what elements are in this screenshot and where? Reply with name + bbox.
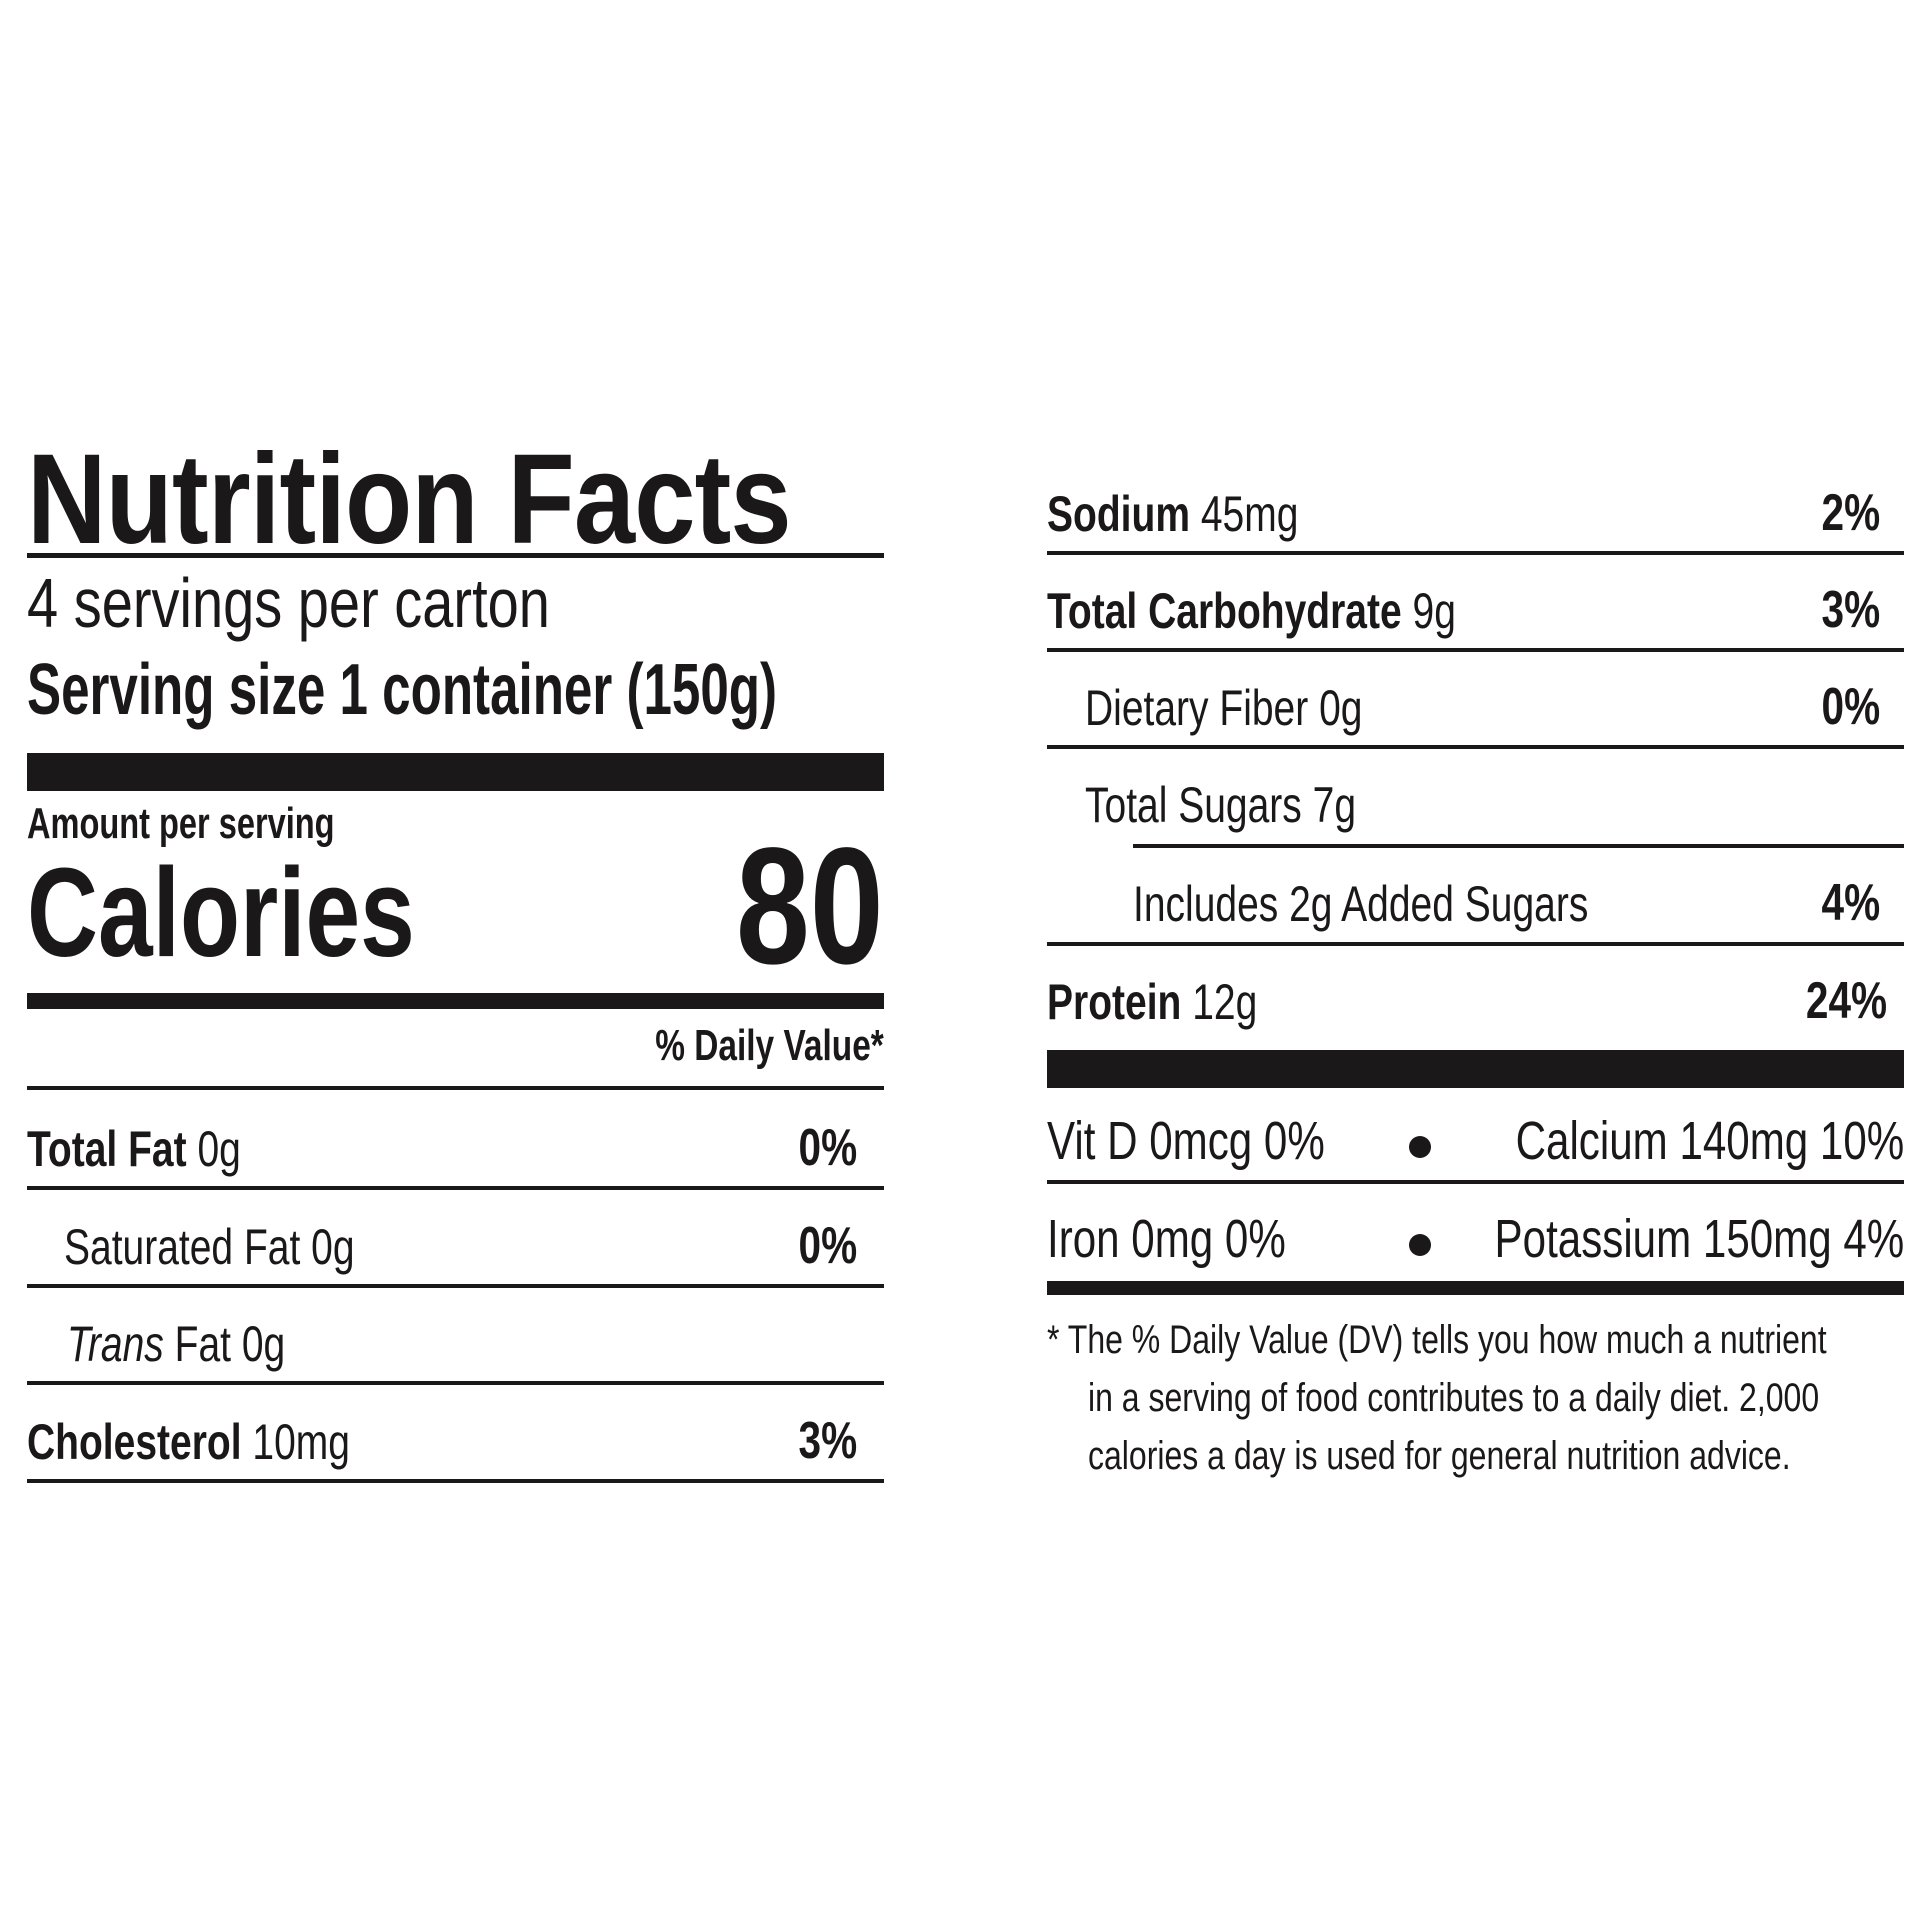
nutrient-name: Saturated Fat bbox=[64, 1219, 301, 1275]
divider bbox=[1047, 942, 1904, 946]
bullet-icon bbox=[1409, 1234, 1431, 1256]
nutrient-name: Total Carbohydrate bbox=[1047, 583, 1402, 639]
nutrient-daily-value: 4% bbox=[1821, 874, 1880, 932]
divider bbox=[27, 553, 884, 558]
nutrient-daily-value: 3% bbox=[798, 1412, 857, 1470]
calories-value: 80 bbox=[736, 814, 884, 999]
calories-value-wrap: 80 bbox=[699, 824, 884, 990]
nutrient-row-protein: Protein 12g 24% bbox=[1047, 943, 1887, 1041]
vitamin-row: Vit D 0mcg 0% Calcium 140mg 10% bbox=[1047, 1110, 1904, 1176]
nutrient-name: Fat bbox=[174, 1316, 232, 1372]
nutrient-name: Cholesterol bbox=[27, 1414, 242, 1470]
nutrient-row-total-carbohydrate: Total Carbohydrate 9g 3% bbox=[1047, 552, 1880, 650]
nutrient-amount: 45mg bbox=[1200, 486, 1299, 542]
nutrient-amount: 12g bbox=[1192, 974, 1258, 1030]
nutrient-row-total-sugars: Total Sugars 7g bbox=[1047, 746, 1880, 844]
nutrient-name: Sodium bbox=[1047, 486, 1190, 542]
medium-divider bbox=[27, 993, 884, 1009]
iron: Iron 0mg 0% bbox=[1047, 1209, 1286, 1269]
nutrient-daily-value: 0% bbox=[798, 1119, 857, 1177]
nutrient-amount: 7g bbox=[1312, 777, 1357, 833]
label-title-wrap: Nutrition Facts bbox=[27, 436, 907, 564]
nutrient-daily-value: 3% bbox=[1821, 581, 1880, 639]
nutrient-row-cholesterol: Cholesterol 10mg 3% bbox=[27, 1383, 857, 1481]
nutrient-name-italic: Trans bbox=[67, 1316, 164, 1372]
vitamin-row: Iron 0mg 0% Potassium 150mg 4% bbox=[1047, 1208, 1904, 1274]
nutrient-amount: 9g bbox=[1412, 583, 1456, 639]
daily-value-header-wrap: % Daily Value* bbox=[583, 1024, 884, 1068]
label-title: Nutrition Facts bbox=[27, 428, 792, 571]
nutrient-daily-value: 2% bbox=[1821, 484, 1880, 542]
nutrient-row-added-sugars: Includes 2g Added Sugars 4% bbox=[1047, 845, 1880, 943]
nutrient-label: Saturated Fat 0g bbox=[64, 1222, 355, 1272]
nutrient-daily-value: 0% bbox=[1821, 678, 1880, 736]
nutrient-name: Includes 2g Added Sugars bbox=[1133, 876, 1589, 932]
servings-per-container: 4 servings per carton bbox=[27, 564, 550, 642]
nutrient-name: Total Sugars bbox=[1085, 777, 1302, 833]
amount-per-serving-wrap: Amount per serving bbox=[27, 802, 443, 846]
nutrient-daily-value: 24% bbox=[1805, 972, 1887, 1030]
nutrient-row-dietary-fiber: Dietary Fiber 0g 0% bbox=[1047, 649, 1880, 747]
thick-divider bbox=[27, 753, 884, 791]
nutrient-amount: 10mg bbox=[252, 1414, 350, 1470]
nutrient-row-trans-fat: Trans Fat 0g bbox=[27, 1285, 857, 1383]
nutrient-amount: 0g bbox=[311, 1219, 355, 1275]
nutrient-label: Trans Fat 0g bbox=[67, 1319, 285, 1369]
amount-per-serving: Amount per serving bbox=[27, 799, 335, 848]
nutrient-daily-value: 0% bbox=[798, 1217, 857, 1275]
nutrient-name: Protein bbox=[1047, 974, 1182, 1030]
nutrient-amount: 0g bbox=[1319, 680, 1363, 736]
nutrient-row-total-fat: Total Fat 0g 0% bbox=[27, 1090, 857, 1188]
footnote-line-1: * The % Daily Value (DV) tells you how m… bbox=[1047, 1318, 1827, 1362]
nutrient-label: Cholesterol 10mg bbox=[27, 1417, 350, 1467]
divider bbox=[27, 1186, 884, 1190]
potassium: Potassium 150mg 4% bbox=[1494, 1209, 1904, 1269]
footnote-line-2: in a serving of food contributes to a da… bbox=[1088, 1376, 1820, 1420]
nutrient-name: Total Fat bbox=[27, 1121, 187, 1177]
divider bbox=[1047, 1180, 1904, 1184]
nutrient-label: Protein 12g bbox=[1047, 977, 1257, 1027]
divider bbox=[1047, 551, 1904, 555]
divider bbox=[1047, 648, 1904, 652]
calcium: Calcium 140mg 10% bbox=[1515, 1111, 1904, 1171]
vitamin-d: Vit D 0mcg 0% bbox=[1047, 1111, 1325, 1171]
servings-per-container-wrap: 4 servings per carton bbox=[27, 568, 681, 638]
nutrient-row-sodium: Sodium 45mg 2% bbox=[1047, 455, 1880, 553]
medium-divider bbox=[1047, 1281, 1904, 1295]
nutrient-label: Total Fat 0g bbox=[27, 1124, 241, 1174]
bullet-icon bbox=[1409, 1136, 1431, 1158]
indented-divider bbox=[1133, 844, 1904, 848]
nutrient-amount: 0g bbox=[197, 1121, 241, 1177]
serving-size: Serving size 1 container (150g) bbox=[27, 650, 778, 730]
daily-value-header: % Daily Value* bbox=[655, 1021, 884, 1070]
calories-label: Calories bbox=[27, 842, 415, 983]
nutrient-label: Total Sugars 7g bbox=[1085, 780, 1356, 830]
thick-divider bbox=[1047, 1050, 1904, 1088]
nutrient-label: Sodium 45mg bbox=[1047, 489, 1298, 539]
divider bbox=[27, 1381, 884, 1385]
serving-size-wrap: Serving size 1 container (150g) bbox=[27, 654, 1083, 726]
divider bbox=[27, 1284, 884, 1288]
nutrient-label: Includes 2g Added Sugars bbox=[1133, 879, 1588, 929]
nutrient-label: Dietary Fiber 0g bbox=[1085, 683, 1362, 733]
nutrient-row-saturated-fat: Saturated Fat 0g 0% bbox=[27, 1188, 857, 1286]
divider bbox=[27, 1086, 884, 1090]
divider bbox=[27, 1479, 884, 1483]
nutrient-name: Dietary Fiber bbox=[1085, 680, 1309, 736]
divider bbox=[1047, 745, 1904, 749]
nutrient-amount: 0g bbox=[241, 1316, 286, 1372]
nutrient-label: Total Carbohydrate 9g bbox=[1047, 586, 1456, 636]
footnote-line-3: calories a day is used for general nutri… bbox=[1088, 1434, 1791, 1478]
calories-label-wrap: Calories bbox=[27, 850, 524, 976]
